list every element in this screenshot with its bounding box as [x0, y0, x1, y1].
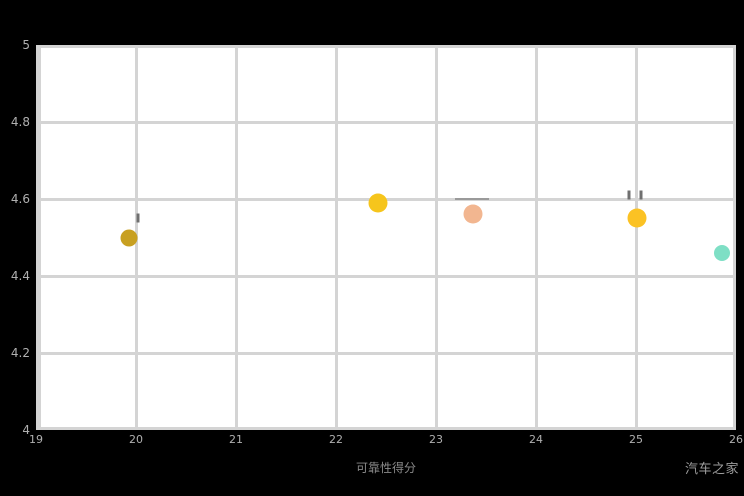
grid-line-horizontal: [36, 351, 736, 355]
grid-line-horizontal: [36, 120, 736, 124]
y-tick-label: 4: [22, 423, 30, 437]
grid-line-vertical: [733, 45, 736, 430]
grid-line-vertical: [434, 45, 438, 430]
grid-line-horizontal: [36, 274, 736, 278]
annotation-mark: [455, 198, 489, 200]
annotation-mark: [627, 190, 643, 200]
x-tick-label: 20: [129, 433, 143, 446]
grid-line-horizontal: [36, 427, 736, 430]
x-tick-label: 23: [429, 433, 443, 446]
grid-line-horizontal: [36, 45, 736, 48]
plot-area: [36, 45, 736, 430]
x-tick-label: 21: [229, 433, 243, 446]
y-tick-label: 4.2: [10, 346, 30, 360]
y-tick-label: 4.6: [10, 192, 30, 206]
x-tick-label: 24: [529, 433, 543, 446]
x-axis-title: 可靠性得分: [355, 461, 416, 475]
grid-line-vertical: [334, 45, 338, 430]
x-tick-label: 22: [329, 433, 343, 446]
watermark: 汽车之家: [684, 462, 739, 477]
y-tick-label: 4.4: [10, 269, 30, 283]
data-point: [714, 244, 730, 261]
grid-line-vertical: [634, 45, 638, 430]
x-tick-label: 19: [29, 433, 43, 446]
y-tick-label: 4.8: [10, 115, 30, 129]
x-tick-label: 26: [729, 433, 743, 446]
annotation-mark: [136, 213, 140, 223]
data-point: [463, 204, 483, 224]
data-point: [368, 193, 388, 213]
grid-line-vertical: [534, 45, 538, 430]
grid-line-vertical: [234, 45, 238, 430]
grid-line-vertical: [36, 45, 41, 430]
data-point: [627, 208, 647, 228]
y-tick-label: 5: [22, 38, 30, 52]
x-tick-label: 25: [629, 433, 643, 446]
data-point: [120, 229, 138, 246]
